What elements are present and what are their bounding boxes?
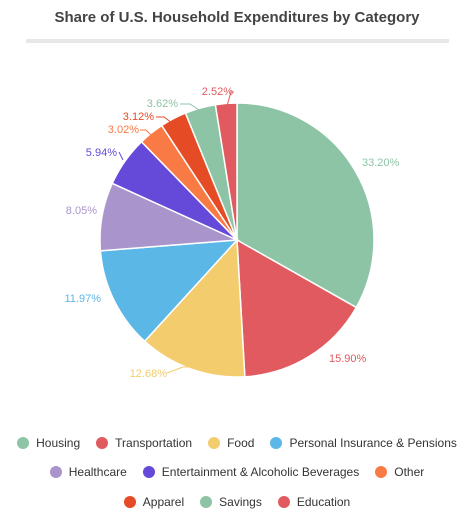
legend-label: Housing bbox=[36, 435, 81, 450]
data-label-personal-insurance-and-pensions: 11.97% bbox=[65, 293, 102, 305]
data-label-apparel: 3.12% bbox=[123, 111, 154, 123]
legend-label: Healthcare bbox=[68, 465, 127, 480]
legend-label: Education bbox=[296, 494, 351, 509]
legend-swatch-icon bbox=[96, 436, 109, 449]
legend-swatch-icon bbox=[49, 466, 62, 479]
legend-label: Entertainment & Alcoholic Beverages bbox=[161, 465, 360, 480]
pie-slice-personal-insurance-and-pensions[interactable] bbox=[99, 239, 239, 343]
legend-item-apparel[interactable]: Apparel bbox=[123, 494, 185, 509]
pie-leader-lines bbox=[118, 91, 234, 374]
legend-swatch-icon bbox=[270, 436, 283, 449]
chart-legend: Housing Transportation Food Personal Insura… bbox=[0, 428, 474, 517]
leader-line-apparel bbox=[156, 116, 173, 124]
pie-slice-transportation[interactable] bbox=[236, 238, 358, 378]
pie-slice-food[interactable] bbox=[143, 238, 246, 378]
data-label-savings: 3.62% bbox=[147, 98, 178, 110]
legend-swatch-icon bbox=[375, 466, 388, 479]
legend-item-savings[interactable]: Savings bbox=[200, 495, 262, 509]
data-label-healthcare: 8.05% bbox=[66, 205, 97, 217]
legend-swatch-icon bbox=[208, 436, 221, 449]
legend-item-food[interactable]: Food bbox=[208, 436, 254, 450]
legend-label: Apparel bbox=[142, 494, 185, 509]
legend-swatch-icon bbox=[17, 436, 30, 449]
legend-item-housing[interactable]: Housing bbox=[17, 436, 80, 450]
legend-swatch-icon bbox=[277, 495, 290, 508]
data-label-entertainment-and-alcoholic-beverages: 5.94% bbox=[86, 147, 117, 159]
legend-label: Food bbox=[227, 435, 255, 450]
legend-row: Apparel Savings Education bbox=[0, 487, 474, 517]
leader-line-savings bbox=[180, 103, 200, 111]
legend-row: Housing Transportation Food Personal Insura… bbox=[0, 428, 474, 458]
pie-slices bbox=[99, 102, 375, 378]
data-label-other: 3.02% bbox=[108, 124, 139, 136]
data-label-food: 12.68% bbox=[130, 368, 168, 380]
leader-line-food bbox=[166, 366, 189, 374]
legend-item-transportation[interactable]: Transportation bbox=[96, 436, 192, 450]
legend-swatch-icon bbox=[123, 495, 136, 508]
legend-label: Savings bbox=[219, 494, 262, 509]
data-label-housing: 33.20% bbox=[362, 157, 400, 169]
legend-item-other[interactable]: Other bbox=[375, 465, 424, 479]
pie-slice-housing[interactable] bbox=[236, 102, 375, 309]
data-label-transportation: 15.90% bbox=[329, 353, 367, 365]
legend-item-personal-insurance-and-pensions[interactable]: Personal Insurance & Pensions bbox=[270, 435, 457, 450]
legend-item-education[interactable]: Education bbox=[277, 494, 351, 509]
leader-line-other bbox=[140, 129, 154, 138]
legend-swatch-icon bbox=[200, 495, 213, 508]
title-divider bbox=[26, 39, 449, 43]
legend-item-healthcare[interactable]: Healthcare bbox=[49, 465, 127, 480]
leader-line-education bbox=[226, 91, 234, 107]
legend-item-entertainment-and-alcoholic-beverages[interactable]: Entertainment & Alcoholic Beverages bbox=[142, 465, 360, 480]
legend-swatch-icon bbox=[142, 466, 155, 479]
legend-row: Healthcare Entertainment & Alcoholic Beve… bbox=[0, 458, 474, 488]
pie-chart: 33.20%15.90%12.68%11.97%8.05%5.94%3.02%3… bbox=[65, 86, 400, 380]
pie-slice-education[interactable] bbox=[214, 102, 238, 241]
legend-label: Other bbox=[394, 465, 425, 480]
legend-label: Transportation bbox=[115, 435, 193, 450]
data-label-education: 2.52% bbox=[202, 86, 233, 98]
chart-title: Share of U.S. Household Expenditures by … bbox=[54, 9, 420, 26]
leader-line-entertainment-and-alcoholic-beverages bbox=[118, 151, 124, 161]
legend-label: Personal Insurance & Pensions bbox=[289, 435, 457, 450]
pie-data-labels: 33.20%15.90%12.68%11.97%8.05%5.94%3.02%3… bbox=[65, 86, 400, 380]
